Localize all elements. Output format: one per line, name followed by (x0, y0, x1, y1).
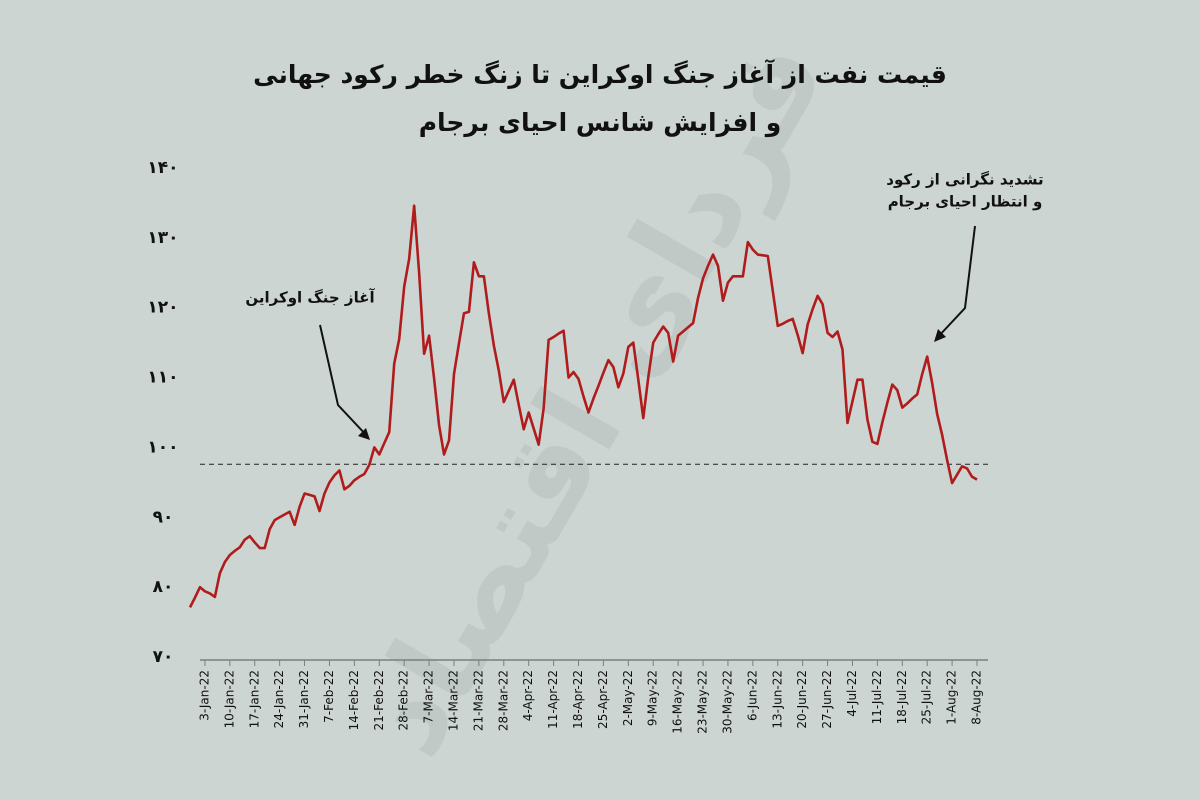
x-tick-label: 25-Jul-22 (920, 670, 934, 724)
x-tick-label: 23-May-22 (696, 670, 710, 734)
y-tick-label: ۱۰۰ (147, 437, 178, 457)
x-tick-label: 11-Jul-22 (870, 670, 884, 724)
x-tick-label: 4-Jul-22 (845, 670, 859, 717)
x-tick-label: 7-Feb-22 (322, 670, 336, 723)
chart-title: قیمت نفت از آغاز جنگ اوکراین تا زنگ خطر … (253, 59, 947, 90)
annotation: و انتظار احیای برجام (888, 193, 1043, 211)
x-tick-label: 31-Jan-22 (297, 670, 311, 728)
x-tick-label: 25-Apr-22 (596, 670, 610, 729)
x-tick-label: 18-Jul-22 (895, 670, 909, 724)
y-tick-label: ۱۱۰ (147, 368, 178, 388)
y-tick-label: ۱۳۰ (147, 228, 178, 248)
y-tick-label: ۱۲۰ (147, 298, 178, 318)
x-tick-label: 18-Apr-22 (571, 670, 585, 729)
x-tick-label: 6-Jun-22 (745, 670, 759, 721)
x-tick-label: 14-Mar-22 (446, 670, 460, 731)
annotation: تشدید نگرانی از رکود (886, 171, 1043, 189)
x-tick-label: 13-Jun-22 (770, 670, 784, 729)
x-tick-label: 28-Feb-22 (397, 670, 411, 730)
y-tick-label: ۸۰ (153, 577, 174, 597)
x-tick-label: 1-Aug-22 (945, 670, 959, 725)
chart-title: و افزایش شانس احیای برجام (419, 108, 782, 138)
x-tick-label: 17-Jan-22 (247, 670, 261, 728)
arrow-head (934, 329, 946, 342)
arrow-head (358, 428, 370, 440)
y-tick-label: ۹۰ (153, 507, 174, 527)
x-tick-label: 30-May-22 (720, 670, 734, 734)
price-line (188, 204, 978, 608)
x-tick-label: 20-Jun-22 (795, 670, 809, 729)
x-tick-label: 16-May-22 (671, 670, 685, 734)
annotation-arrow (319, 324, 369, 438)
annotation-arrow (936, 225, 976, 339)
x-tick-label: 27-Jun-22 (820, 670, 834, 729)
x-tick-label: 11-Apr-22 (546, 670, 560, 729)
y-tick-label: ۷۰ (153, 647, 174, 667)
x-tick-label: 9-May-22 (646, 670, 660, 726)
x-tick-label: 8-Aug-22 (970, 670, 984, 725)
x-tick-label: 10-Jan-22 (222, 670, 236, 728)
x-tick-label: 24-Jan-22 (272, 670, 286, 728)
x-tick-label: 7-Mar-22 (422, 670, 436, 723)
x-tick-label: 3-Jan-22 (197, 670, 211, 721)
x-tick-label: 14-Feb-22 (347, 670, 361, 730)
x-tick-label: 21-Feb-22 (372, 670, 386, 730)
y-tick-label: ۱۴۰ (147, 158, 178, 178)
annotation: آغاز جنگ اوکراین (245, 289, 375, 307)
x-tick-label: 28-Mar-22 (496, 670, 510, 731)
x-tick-label: 4-Apr-22 (521, 670, 535, 721)
x-tick-label: 21-Mar-22 (471, 670, 485, 731)
x-tick-label: 2-May-22 (621, 670, 635, 726)
